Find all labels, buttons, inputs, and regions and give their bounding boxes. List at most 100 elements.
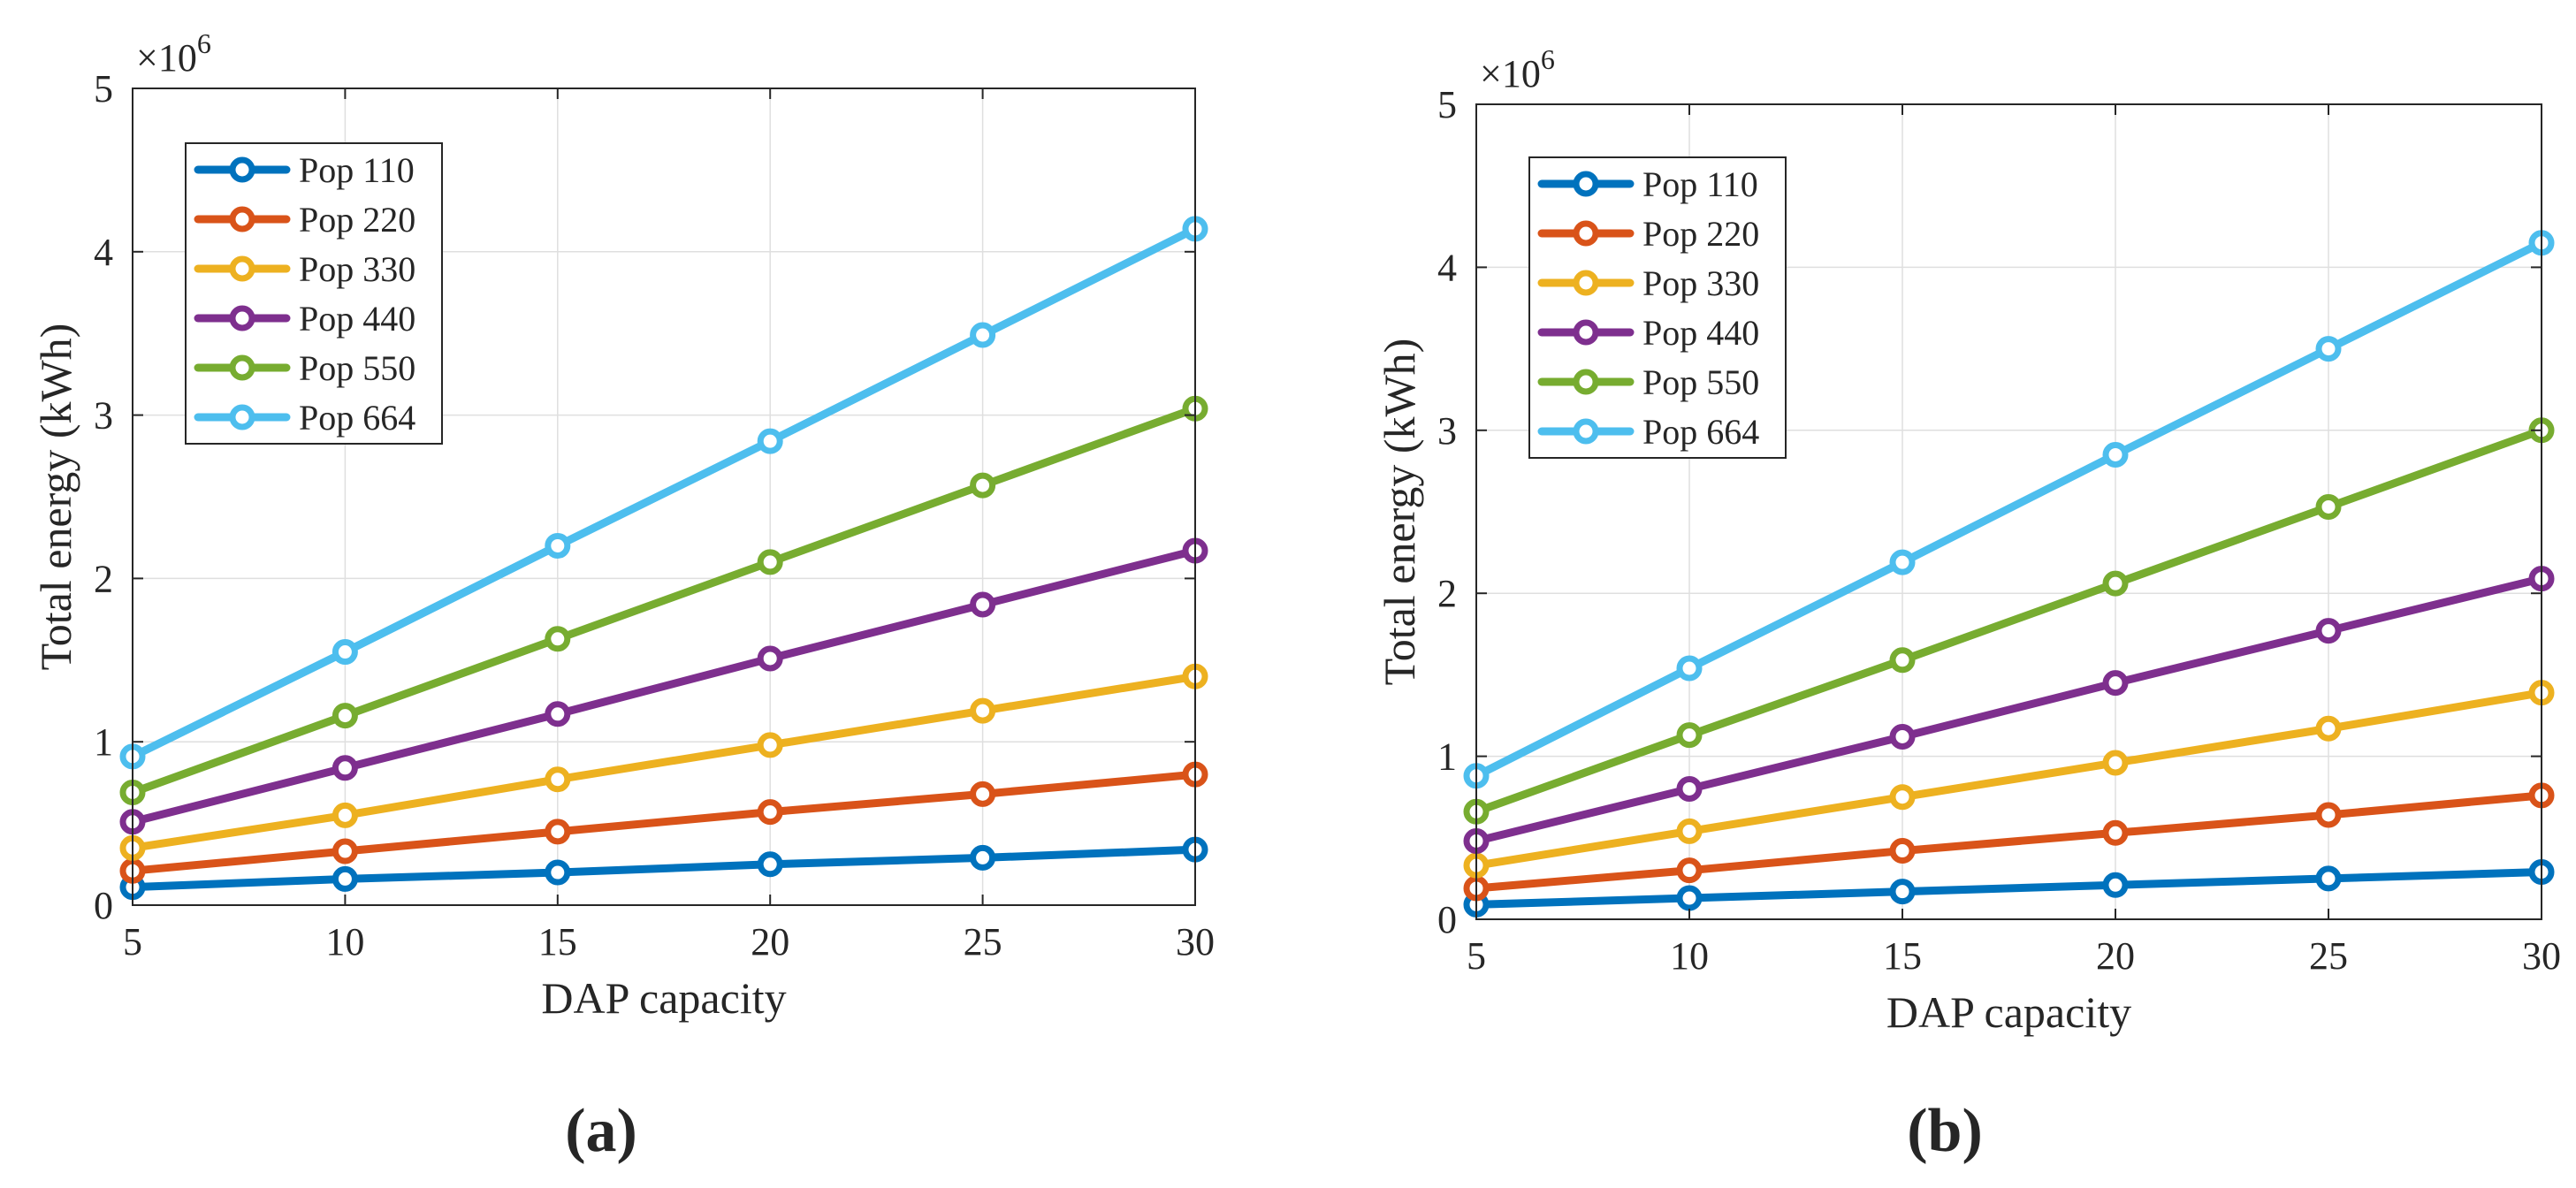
legend-label: Pop 110 <box>1642 164 1758 204</box>
y-tick-label: 3 <box>1437 409 1457 453</box>
data-point <box>2102 441 2129 468</box>
y-exponent-power: 6 <box>197 27 211 59</box>
legend-label: Pop 440 <box>299 299 415 339</box>
data-point <box>1889 784 1916 811</box>
data-point <box>757 549 783 575</box>
x-tick-label: 10 <box>1670 934 1709 978</box>
legend-swatch-marker <box>1573 220 1599 247</box>
data-point <box>1676 818 1703 844</box>
data-point <box>545 532 571 559</box>
legend-swatch-marker <box>1573 418 1599 445</box>
y-tick-label: 2 <box>94 557 113 600</box>
x-tick-label: 20 <box>2096 934 2135 978</box>
series-pop-664 <box>1463 230 2555 789</box>
legend-entry: Pop 330 <box>1537 263 1759 303</box>
data-point <box>970 844 996 871</box>
data-point <box>757 645 783 672</box>
y-tick-label: 2 <box>1437 572 1457 615</box>
y-exponent-base: ×10 <box>136 36 197 80</box>
y-exponent-base: ×10 <box>1480 52 1541 95</box>
data-point <box>757 851 783 878</box>
data-point <box>970 472 996 499</box>
legend-entry: Pop 220 <box>194 200 415 240</box>
data-point <box>332 639 358 666</box>
x-tick-label: 30 <box>2522 934 2561 978</box>
series-line <box>1472 575 2546 845</box>
x-tick-label: 25 <box>2309 934 2348 978</box>
data-point <box>332 838 358 864</box>
legend-label: Pop 664 <box>299 398 415 438</box>
x-tick-label: 30 <box>1176 920 1215 963</box>
data-point <box>2102 570 2129 597</box>
legend-entry: Pop 220 <box>1537 214 1759 254</box>
legend-label: Pop 664 <box>1642 412 1759 452</box>
x-axis-label: DAP capacity <box>1886 987 2131 1037</box>
data-point <box>970 781 996 807</box>
legend-label: Pop 330 <box>1642 263 1759 303</box>
data-point <box>1889 879 1916 905</box>
data-point <box>2315 802 2342 828</box>
series-line <box>128 225 1200 761</box>
data-point <box>2315 865 2342 892</box>
legend-swatch-marker <box>229 255 255 282</box>
legend-swatch-marker <box>229 206 255 232</box>
data-point <box>2102 819 2129 846</box>
legend-swatch-marker <box>1573 171 1599 197</box>
legend-label: Pop 110 <box>299 150 415 190</box>
series-pop-110 <box>119 836 1208 901</box>
legend-label: Pop 330 <box>299 249 415 289</box>
data-point <box>2315 336 2342 362</box>
panel-label: (b) <box>1907 1097 1983 1165</box>
legend-entry: Pop 440 <box>1537 313 1759 353</box>
y-tick-label: 0 <box>1437 898 1457 941</box>
y-exponent-label: ×106 <box>1480 43 1555 95</box>
legend-swatch-marker <box>1573 369 1599 395</box>
y-tick-label: 0 <box>94 884 113 927</box>
legend-box <box>185 142 443 445</box>
y-tick-label: 5 <box>1437 83 1457 126</box>
data-point <box>1676 655 1703 682</box>
data-point <box>757 799 783 826</box>
grid <box>132 88 1196 906</box>
legend-entry: Pop 664 <box>1537 412 1759 452</box>
legend-entry: Pop 550 <box>194 348 415 388</box>
legend-entry: Pop 110 <box>194 150 415 190</box>
series-line <box>1472 689 2546 870</box>
data-point <box>1889 647 1916 674</box>
x-tick-label: 5 <box>1467 934 1486 978</box>
y-tick-label: 3 <box>94 394 113 438</box>
data-point <box>2315 618 2342 644</box>
series-line <box>128 672 1200 852</box>
x-tick-label: 15 <box>538 920 577 963</box>
y-tick-label: 1 <box>94 720 113 764</box>
series-line <box>128 770 1200 875</box>
data-point <box>757 428 783 454</box>
legend-box <box>1528 156 1787 459</box>
legend-label: Pop 220 <box>299 200 415 240</box>
x-tick-label: 20 <box>751 920 789 963</box>
y-exponent-label: ×106 <box>136 27 211 80</box>
legend-entry: Pop 550 <box>1537 362 1759 402</box>
y-axis-label: Total energy (kWh) <box>1375 339 1424 686</box>
data-point <box>1889 549 1916 575</box>
series-line <box>1472 426 2546 816</box>
series-pop-440 <box>119 537 1208 835</box>
y-tick-label: 4 <box>94 231 113 274</box>
series-line <box>128 546 1200 826</box>
legend-entry: Pop 440 <box>194 299 415 339</box>
legend-entry: Pop 664 <box>194 398 415 438</box>
series-line <box>1472 868 2546 909</box>
legend-swatch-marker <box>1573 319 1599 346</box>
data-point <box>2102 872 2129 898</box>
data-point <box>2315 715 2342 742</box>
series-line <box>128 845 1200 892</box>
x-tick-label: 10 <box>325 920 364 963</box>
y-tick-label: 1 <box>1437 735 1457 779</box>
legend-label: Pop 440 <box>1642 313 1759 353</box>
series-line <box>128 404 1200 796</box>
data-point <box>1676 885 1703 911</box>
axes-box <box>132 88 1196 906</box>
legend-swatch-marker <box>229 305 255 331</box>
legend: Pop 110 Pop 220 Pop 330 Pop 440 Pop 550 Pop 6… <box>185 142 443 445</box>
